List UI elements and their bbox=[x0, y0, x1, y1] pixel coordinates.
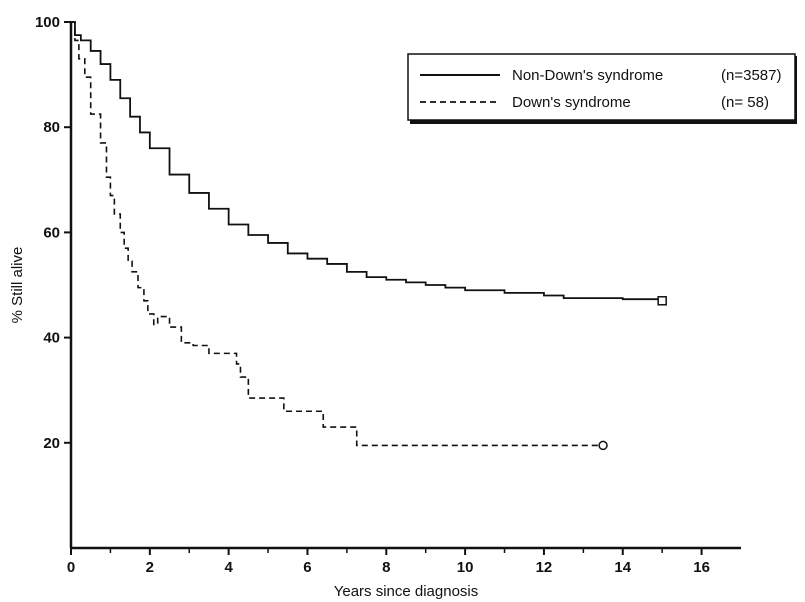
y-axis-title: % Still alive bbox=[9, 247, 26, 324]
series-end-marker bbox=[657, 296, 667, 306]
y-tick-label: 80 bbox=[43, 119, 60, 136]
x-tick-label: 16 bbox=[693, 559, 710, 576]
x-tick-label: 6 bbox=[303, 559, 311, 576]
plot-area bbox=[71, 21, 667, 451]
x-ticks: 0 2 4 6 8 10 12 14 16 bbox=[67, 548, 710, 576]
y-tick-label: 60 bbox=[43, 224, 60, 241]
legend-n-non-down: (n=3587) bbox=[721, 67, 781, 84]
y-tick-label: 100 bbox=[35, 14, 60, 31]
legend: Non-Down's syndrome (n=3587) Down's synd… bbox=[407, 53, 797, 124]
y-ticks: 20 40 60 80 100 bbox=[35, 14, 71, 452]
x-tick-label: 14 bbox=[614, 559, 631, 576]
y-tick-label: 20 bbox=[43, 435, 60, 452]
legend-box bbox=[407, 53, 796, 121]
legend-label-non-down: Non-Down's syndrome bbox=[512, 67, 663, 84]
x-tick-label: 2 bbox=[146, 559, 154, 576]
x-tick-label: 10 bbox=[457, 559, 474, 576]
x-tick-label: 12 bbox=[536, 559, 553, 576]
legend-label-down: Down's syndrome bbox=[512, 94, 631, 111]
axes bbox=[69, 22, 741, 550]
series-line-non-down bbox=[71, 21, 664, 301]
x-tick-label: 4 bbox=[224, 559, 233, 576]
x-tick-label: 0 bbox=[67, 559, 75, 576]
legend-n-down: (n= 58) bbox=[721, 94, 769, 111]
x-axis-title: Years since diagnosis bbox=[334, 583, 479, 600]
series-end-marker bbox=[598, 440, 608, 451]
series-line-down bbox=[71, 21, 604, 447]
y-tick-label: 40 bbox=[43, 330, 60, 347]
x-tick-label: 8 bbox=[382, 559, 390, 576]
